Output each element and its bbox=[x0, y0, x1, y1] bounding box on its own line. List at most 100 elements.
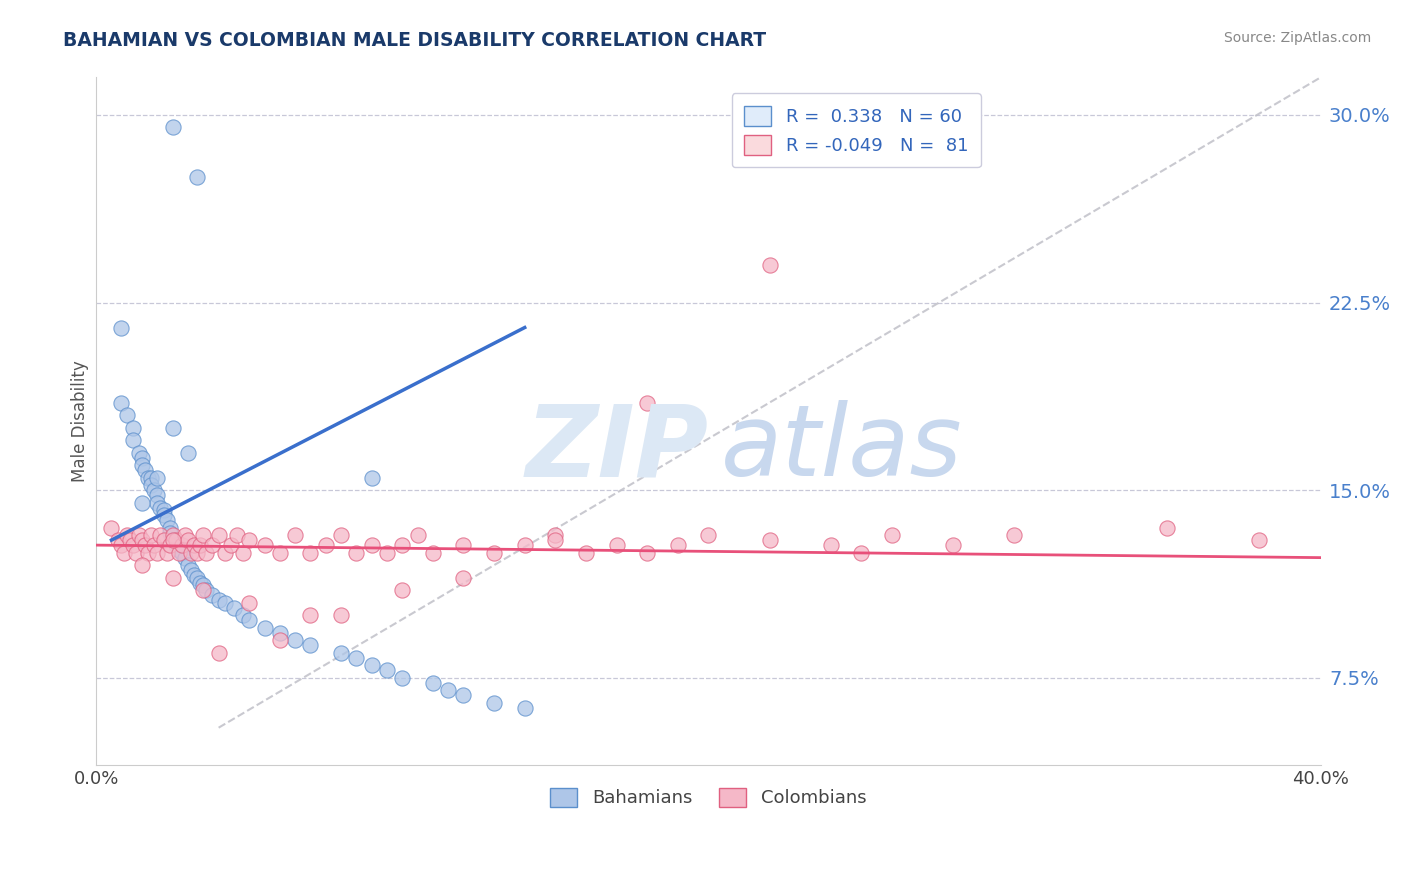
Point bbox=[152, 508, 174, 522]
Y-axis label: Male Disability: Male Disability bbox=[72, 360, 89, 483]
Point bbox=[143, 483, 166, 497]
Point bbox=[183, 568, 205, 582]
Point bbox=[1156, 520, 1178, 534]
Point bbox=[315, 538, 337, 552]
Point bbox=[269, 546, 291, 560]
Point bbox=[375, 546, 398, 560]
Point bbox=[344, 650, 367, 665]
Point bbox=[131, 458, 153, 472]
Point bbox=[544, 533, 567, 548]
Point bbox=[453, 571, 475, 585]
Point bbox=[284, 633, 307, 648]
Point bbox=[214, 596, 236, 610]
Point bbox=[152, 503, 174, 517]
Point bbox=[195, 546, 218, 560]
Point bbox=[131, 533, 153, 548]
Point bbox=[758, 533, 780, 548]
Point bbox=[606, 538, 628, 552]
Point bbox=[146, 488, 169, 502]
Point bbox=[110, 538, 132, 552]
Point bbox=[186, 170, 208, 185]
Point bbox=[110, 395, 132, 409]
Point bbox=[238, 533, 260, 548]
Point bbox=[177, 445, 200, 459]
Point bbox=[758, 258, 780, 272]
Point bbox=[174, 550, 197, 565]
Point bbox=[1004, 528, 1026, 542]
Point bbox=[141, 528, 163, 542]
Point bbox=[238, 596, 260, 610]
Point bbox=[226, 528, 249, 542]
Point bbox=[155, 513, 177, 527]
Point bbox=[299, 608, 322, 623]
Point bbox=[159, 520, 181, 534]
Point bbox=[180, 546, 202, 560]
Point bbox=[575, 546, 598, 560]
Point bbox=[193, 583, 215, 598]
Point bbox=[697, 528, 720, 542]
Point bbox=[152, 533, 174, 548]
Point bbox=[159, 525, 181, 540]
Point bbox=[851, 546, 873, 560]
Point bbox=[207, 528, 229, 542]
Point bbox=[128, 528, 150, 542]
Legend: Bahamians, Colombians: Bahamians, Colombians bbox=[543, 780, 873, 814]
Point bbox=[453, 688, 475, 702]
Point bbox=[880, 528, 903, 542]
Point bbox=[149, 500, 172, 515]
Point bbox=[170, 546, 193, 560]
Point bbox=[162, 571, 184, 585]
Point bbox=[188, 538, 211, 552]
Point bbox=[146, 495, 169, 509]
Point bbox=[122, 433, 145, 447]
Point bbox=[201, 588, 224, 602]
Point bbox=[666, 538, 689, 552]
Point bbox=[193, 528, 215, 542]
Point bbox=[253, 621, 276, 635]
Point bbox=[162, 528, 184, 542]
Point bbox=[222, 600, 245, 615]
Point bbox=[131, 495, 153, 509]
Point bbox=[125, 546, 148, 560]
Point bbox=[155, 546, 177, 560]
Point bbox=[177, 533, 200, 548]
Point bbox=[942, 538, 965, 552]
Point bbox=[330, 528, 353, 542]
Point bbox=[131, 558, 153, 573]
Point bbox=[186, 546, 208, 560]
Point bbox=[391, 671, 413, 685]
Point bbox=[207, 593, 229, 607]
Point bbox=[128, 445, 150, 459]
Point bbox=[188, 575, 211, 590]
Point bbox=[146, 470, 169, 484]
Point bbox=[115, 528, 138, 542]
Point bbox=[162, 420, 184, 434]
Point bbox=[162, 533, 184, 548]
Point bbox=[107, 533, 129, 548]
Point bbox=[269, 625, 291, 640]
Text: Source: ZipAtlas.com: Source: ZipAtlas.com bbox=[1223, 31, 1371, 45]
Point bbox=[1249, 533, 1271, 548]
Point bbox=[146, 546, 169, 560]
Point bbox=[167, 546, 190, 560]
Point bbox=[122, 420, 145, 434]
Point bbox=[284, 528, 307, 542]
Point bbox=[375, 663, 398, 677]
Point bbox=[186, 571, 208, 585]
Point bbox=[391, 538, 413, 552]
Point bbox=[149, 528, 172, 542]
Point bbox=[422, 546, 444, 560]
Point bbox=[422, 675, 444, 690]
Point bbox=[299, 546, 322, 560]
Point bbox=[170, 538, 193, 552]
Point bbox=[174, 528, 197, 542]
Point bbox=[162, 120, 184, 135]
Point bbox=[100, 520, 122, 534]
Point bbox=[360, 538, 382, 552]
Point bbox=[437, 683, 460, 698]
Point bbox=[360, 470, 382, 484]
Point bbox=[232, 546, 254, 560]
Point bbox=[253, 538, 276, 552]
Point bbox=[482, 696, 505, 710]
Point bbox=[122, 538, 145, 552]
